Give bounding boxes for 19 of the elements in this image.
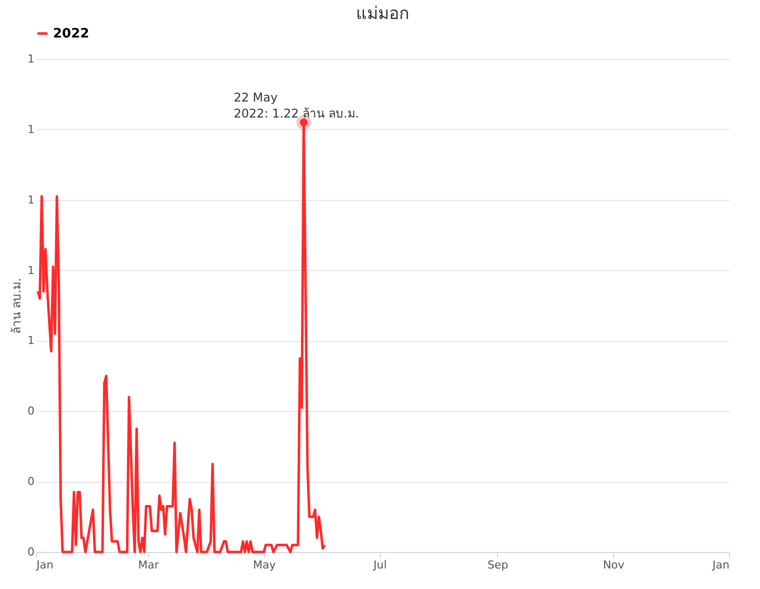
x-tick-label: May [252, 558, 276, 572]
x-tick-label: Sep [488, 558, 508, 572]
y-tick-label: 1 [28, 334, 34, 348]
x-tick-label: Nov [602, 558, 625, 572]
y-axis-title: ล้าน ลบ.ม. [10, 278, 24, 334]
y-tick-label: 1 [28, 264, 34, 277]
legend-label: 2022 [53, 26, 90, 42]
chart-title: แม่มอก [356, 4, 409, 24]
y-tick-label: 1 [28, 122, 34, 136]
y-tick-label: 1 [28, 193, 34, 206]
annotation: 22 May 2022: 1.22 ล้าน ลบ.ม. [234, 90, 360, 120]
y-tick-label: 0 [28, 475, 34, 488]
y-tick-label: 1 [28, 52, 34, 66]
x-tick-label: Jan [36, 558, 54, 572]
y-tick-label: 0 [28, 404, 34, 418]
y-tick-label: 0 [28, 546, 34, 558]
x-tick-label: Mar [138, 558, 160, 572]
x-tick-label: Jul [372, 558, 387, 572]
x-tick-label: Jan [712, 558, 730, 572]
